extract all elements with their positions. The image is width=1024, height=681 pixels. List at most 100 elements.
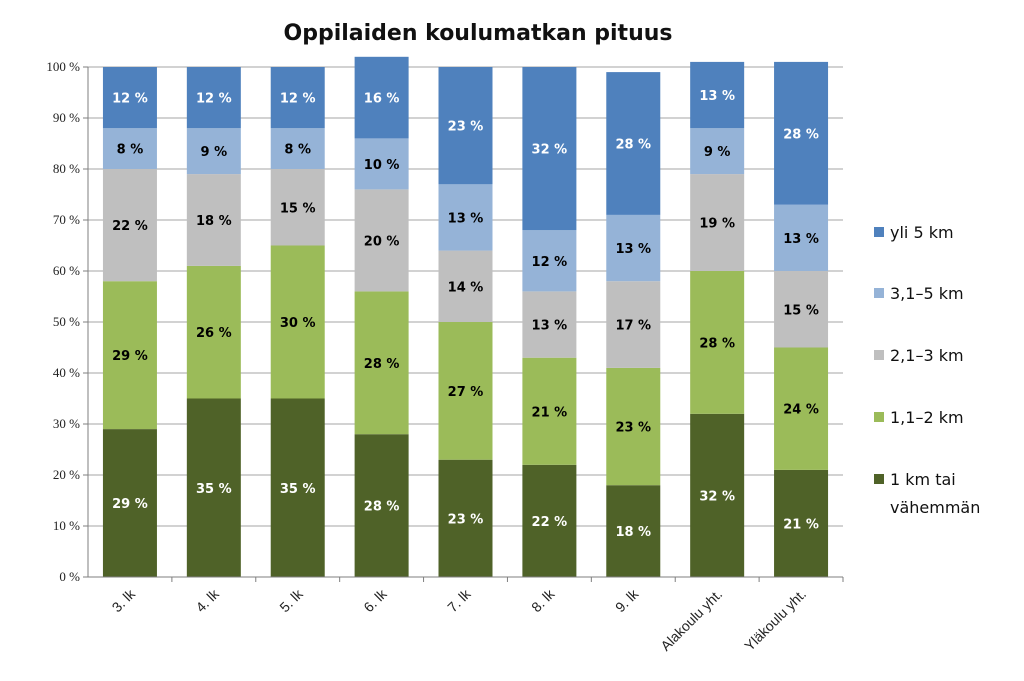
legend-swatch [874, 350, 884, 360]
legend-label: 2,1–3 km [890, 346, 964, 365]
legend-label: 3,1–5 km [890, 284, 964, 303]
data-label: 15 % [783, 303, 819, 318]
bar-segment [354, 189, 409, 292]
data-label: 28 % [615, 138, 651, 153]
data-label: 21 % [783, 517, 819, 532]
data-label: 28 % [699, 336, 735, 351]
x-tick-label: 5. lk [276, 585, 306, 615]
legend-swatch [874, 227, 884, 237]
data-label: 18 % [615, 525, 651, 540]
data-label: 13 % [532, 319, 568, 334]
y-tick-label: 50 % [53, 314, 80, 329]
bar-segment [690, 128, 745, 175]
x-axis: 3. lk 4. lk 5. lk 6. lk 7. lk 8. lk 9. lk Alako… [88, 576, 844, 654]
data-label: 8 % [284, 143, 311, 158]
data-label: 13 % [699, 89, 735, 104]
legend-label: yli 5 km [890, 223, 954, 242]
x-tick-label: 6. lk [360, 585, 390, 615]
data-label: 28 % [364, 357, 400, 372]
data-label: 26 % [196, 326, 232, 341]
y-tick-label: 80 % [53, 161, 80, 176]
data-label: 32 % [532, 143, 568, 158]
data-label: 13 % [783, 232, 819, 247]
bar-segment [354, 434, 409, 577]
bar-segment [438, 184, 493, 251]
y-tick-label: 0 % [59, 569, 80, 584]
bar-segment [102, 429, 157, 577]
data-label: 8 % [117, 143, 144, 158]
bar-segment [270, 128, 325, 169]
data-label: 9 % [704, 145, 731, 160]
data-label: 13 % [615, 242, 651, 257]
x-tick-label: 3. lk [109, 585, 139, 615]
bar-segment [606, 485, 661, 577]
bar-segment [774, 271, 829, 348]
data-label: 15 % [280, 201, 316, 216]
y-tick-label: 20 % [53, 467, 80, 482]
bar-segment [102, 67, 157, 129]
data-label: 32 % [699, 489, 735, 504]
bar-segment [774, 347, 829, 470]
bar-segment [606, 214, 661, 282]
bar-segment [522, 357, 577, 465]
legend: yli 5 km 3,1–5 km 2,1–3 km 1,1–2 km 1 km tai… [874, 223, 980, 517]
data-label: 18 % [196, 214, 232, 229]
legend-swatch [874, 412, 884, 422]
bar-segment [774, 61, 829, 205]
bar-segment [270, 398, 325, 577]
data-label: 10 % [364, 158, 400, 173]
bar-segment [606, 367, 661, 486]
y-tick-label: 90 % [53, 110, 80, 125]
data-label: 12 % [196, 92, 232, 107]
bar-segment [774, 204, 829, 271]
data-label: 35 % [196, 482, 232, 497]
x-tick-label: 8. lk [528, 585, 558, 615]
bar-segment [438, 322, 493, 460]
data-label: 29 % [112, 349, 148, 364]
x-tick-label: 4. lk [192, 585, 222, 615]
legend-swatch [874, 288, 884, 298]
data-label: 23 % [448, 120, 484, 135]
x-tick-label: 9. lk [612, 585, 642, 615]
bar-segment [606, 281, 661, 368]
bar-segment [354, 138, 409, 190]
y-tick-label: 100 % [46, 59, 80, 74]
data-label: 27 % [448, 385, 484, 400]
data-label: 23 % [448, 512, 484, 527]
y-tick-label: 10 % [53, 518, 80, 533]
data-label: 17 % [615, 319, 651, 334]
data-label: 24 % [783, 403, 819, 418]
bar-segment [270, 169, 325, 246]
bar-segment [186, 174, 241, 266]
bar-segment [354, 291, 409, 435]
data-label: 9 % [201, 145, 228, 160]
bar-segment [522, 464, 577, 577]
data-label: 35 % [280, 482, 316, 497]
data-label: 13 % [448, 211, 484, 226]
bar-segment [690, 61, 745, 129]
data-label: 21 % [532, 405, 568, 420]
bar-segment [102, 281, 157, 430]
y-tick-label: 40 % [53, 365, 80, 380]
bar-segment [522, 67, 577, 231]
bars-group: 29 % 29 % 22 % 8 % 12 % 35 % 26 % 18 % 9 % 12 % 35… [102, 56, 829, 577]
bar-segment [354, 56, 409, 139]
data-label: 23 % [615, 421, 651, 436]
bar-segment [438, 67, 493, 185]
bar-segment [690, 174, 745, 271]
bar-segment [690, 413, 745, 577]
bar-segment [186, 398, 241, 577]
x-tick-label: Alakoulu yht. [657, 586, 725, 654]
data-label: 22 % [112, 219, 148, 234]
y-axis: 0 % 10 % 20 % 30 % 40 % 50 % 60 % 70 % 80 % 90 % 1… [46, 59, 89, 584]
chart-title: Oppilaiden koulumatkan pituus [284, 21, 673, 46]
legend-label: 1 km tai [890, 470, 956, 489]
legend-label: vähemmän [890, 498, 980, 517]
bar-segment [102, 169, 157, 282]
y-tick-label: 70 % [53, 212, 80, 227]
y-tick-label: 60 % [53, 263, 80, 278]
data-label: 28 % [364, 500, 400, 515]
x-tick-label: 7. lk [444, 585, 474, 615]
data-label: 12 % [532, 255, 568, 270]
